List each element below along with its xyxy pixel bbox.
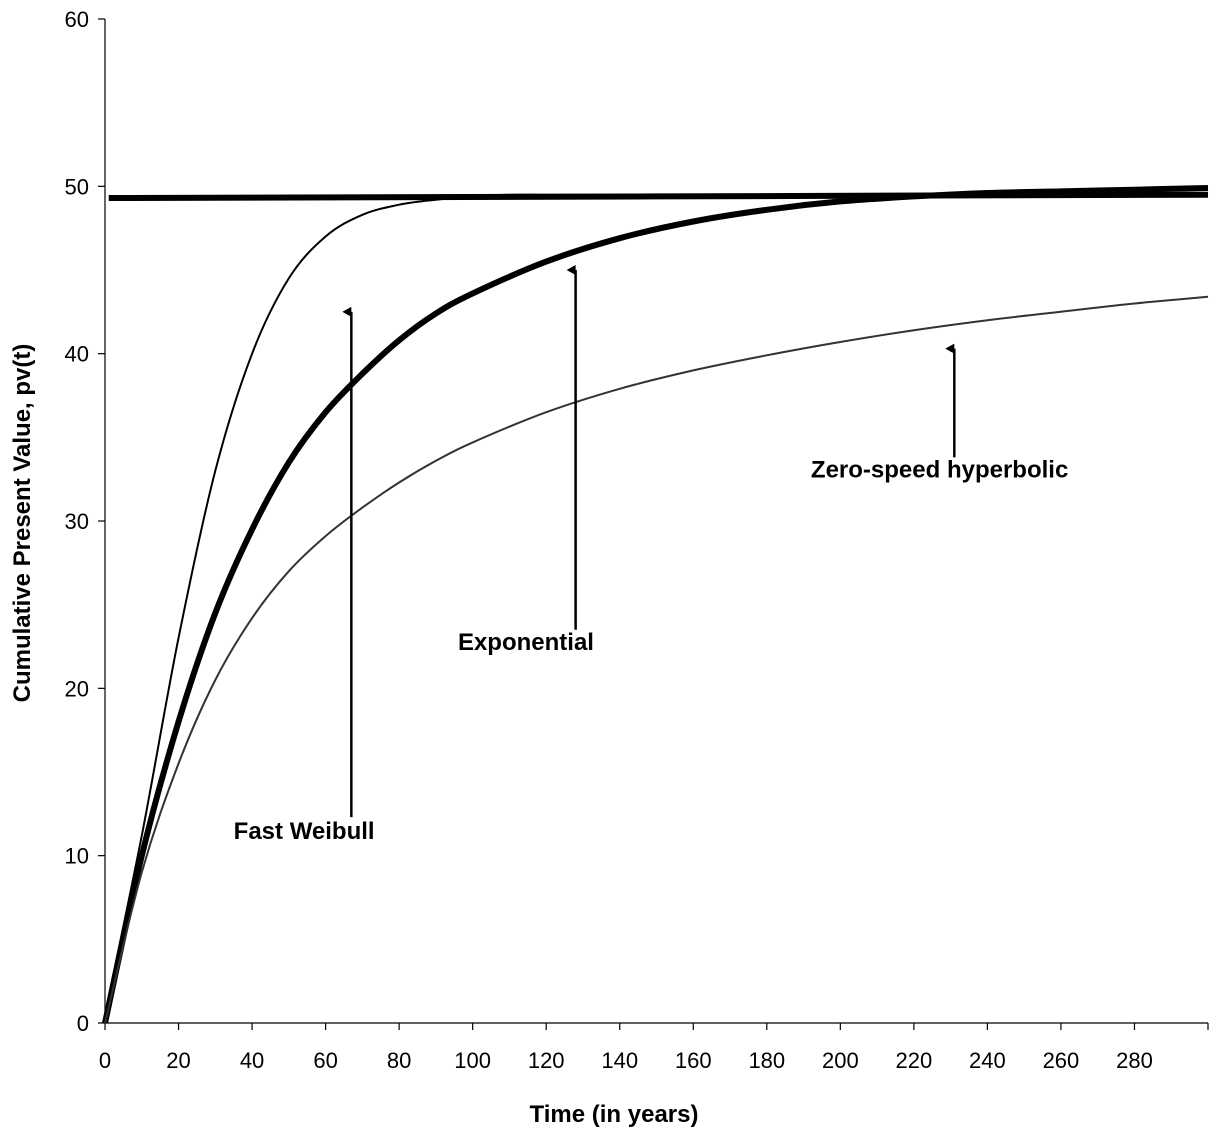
x-tick-label: 160 [675, 1048, 712, 1073]
x-tick-label: 260 [1043, 1048, 1080, 1073]
series-line-exponential [102, 185, 1209, 1024]
y-tick-label: 60 [65, 7, 89, 32]
x-tick-label: 220 [896, 1048, 933, 1073]
x-axis: 0 20 40 60 80 100 120 140 160 180 200 220 240 260 280 [99, 1022, 1209, 1073]
series-line-fast-weibull [104, 193, 1208, 1015]
x-tick-label: 140 [601, 1048, 638, 1073]
series-lines [102, 185, 1209, 1024]
y-tick-label: 0 [77, 1011, 89, 1036]
x-tick-label: 240 [969, 1048, 1006, 1073]
zero-speed-hyperbolic-label: Zero-speed hyperbolic [811, 456, 1068, 483]
y-tick-label: 10 [65, 844, 89, 869]
y-tick-label: 30 [65, 509, 89, 534]
y-axis: 0 10 20 30 40 50 60 [65, 7, 106, 1036]
x-axis-title: Time (in years) [530, 1101, 699, 1128]
x-tick-label: 60 [313, 1048, 337, 1073]
fast-weibull-label: Fast Weibull [234, 818, 375, 845]
x-tick-label: 0 [99, 1048, 111, 1073]
y-axis-title: Cumulative Present Value, pv(t) [9, 344, 36, 703]
annotations: Fast Weibull Exponential Zero-speed hyperb… [234, 265, 1068, 845]
y-tick-label: 40 [65, 342, 89, 367]
x-tick-label: 180 [748, 1048, 785, 1073]
y-tick-label: 20 [65, 676, 89, 701]
exponential-label: Exponential [458, 629, 594, 656]
x-tick-label: 200 [822, 1048, 859, 1073]
y-tick-label: 50 [65, 174, 89, 199]
x-tick-label: 40 [240, 1048, 264, 1073]
x-tick-label: 20 [166, 1048, 190, 1073]
x-tick-label: 100 [454, 1048, 491, 1073]
x-tick-label: 80 [387, 1048, 411, 1073]
series-line-zero-speed-hyperbolic [104, 295, 1209, 1024]
x-tick-label: 120 [528, 1048, 565, 1073]
x-tick-label: 280 [1116, 1048, 1153, 1073]
